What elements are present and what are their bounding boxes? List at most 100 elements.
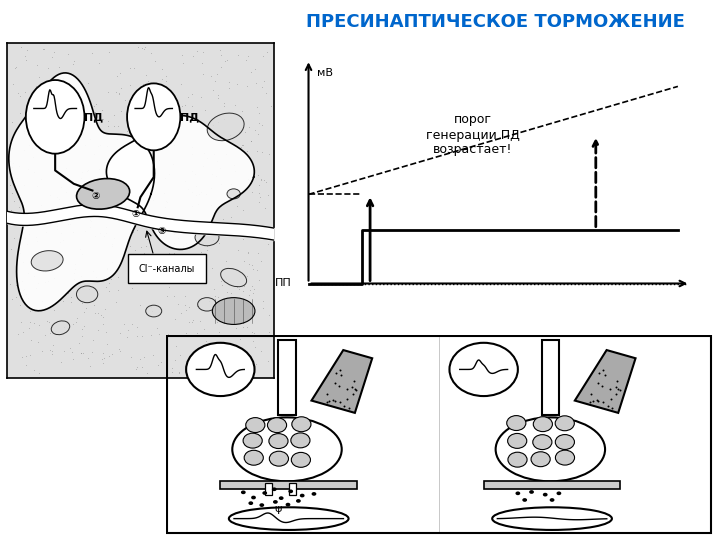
Polygon shape xyxy=(107,116,254,249)
Point xyxy=(193,190,204,198)
Point xyxy=(55,183,67,191)
Point xyxy=(247,187,258,196)
Point xyxy=(258,176,270,185)
Point xyxy=(211,157,222,165)
Point xyxy=(232,355,243,364)
Point xyxy=(6,245,17,254)
Point xyxy=(46,218,58,226)
Point xyxy=(53,195,65,204)
Point xyxy=(55,358,67,367)
Circle shape xyxy=(543,493,548,496)
Point xyxy=(235,143,247,151)
Point xyxy=(37,44,49,53)
Point xyxy=(43,153,55,161)
Point xyxy=(53,63,65,71)
Point xyxy=(207,264,218,273)
Point xyxy=(118,171,130,180)
Point xyxy=(118,191,130,200)
Point xyxy=(143,84,155,93)
Point xyxy=(196,93,207,102)
Point xyxy=(187,316,199,325)
Point xyxy=(140,242,152,251)
Point xyxy=(90,100,102,109)
Point xyxy=(103,286,114,295)
Point xyxy=(212,292,224,301)
Text: ②: ② xyxy=(91,191,99,200)
Point xyxy=(35,122,46,131)
Point xyxy=(22,45,33,54)
Point xyxy=(234,335,246,343)
Point xyxy=(182,252,194,261)
Point xyxy=(156,357,167,366)
Point xyxy=(192,296,203,305)
Point xyxy=(77,130,89,138)
Point xyxy=(343,404,354,413)
Point xyxy=(17,286,29,295)
Point xyxy=(135,117,147,125)
Point xyxy=(74,245,86,253)
Circle shape xyxy=(300,494,305,497)
Point xyxy=(231,282,243,291)
Point xyxy=(76,109,88,118)
Point xyxy=(614,386,626,394)
Point xyxy=(137,79,148,88)
Text: Cl⁻-каналы: Cl⁻-каналы xyxy=(139,264,195,274)
Point xyxy=(70,73,81,82)
Circle shape xyxy=(248,501,253,505)
Point xyxy=(86,348,98,356)
Point xyxy=(220,150,232,158)
Point xyxy=(6,188,18,197)
Point xyxy=(251,78,262,87)
Point xyxy=(35,200,47,209)
Circle shape xyxy=(251,496,256,500)
Point xyxy=(220,314,232,322)
Point xyxy=(125,142,137,151)
Point xyxy=(238,256,249,265)
Point xyxy=(40,228,51,237)
Point xyxy=(347,390,359,399)
Point xyxy=(96,105,108,114)
Point xyxy=(247,265,258,273)
Point xyxy=(230,324,242,333)
Point xyxy=(186,167,198,176)
Point xyxy=(127,228,139,237)
Point xyxy=(112,183,124,192)
Point xyxy=(78,322,89,330)
Point xyxy=(252,130,264,138)
Ellipse shape xyxy=(76,179,130,209)
Point xyxy=(76,117,87,125)
Point xyxy=(119,320,130,328)
Point xyxy=(145,48,157,57)
Point xyxy=(102,88,113,97)
Point xyxy=(85,216,96,225)
Point xyxy=(127,198,138,206)
Point xyxy=(21,290,32,299)
Point xyxy=(84,223,96,232)
Point xyxy=(110,88,122,97)
Point xyxy=(238,305,249,313)
Point xyxy=(242,272,253,280)
Point xyxy=(24,307,36,315)
Ellipse shape xyxy=(212,298,255,325)
Point xyxy=(71,318,82,326)
Point xyxy=(230,101,241,110)
Point xyxy=(99,165,110,173)
Point xyxy=(81,166,92,175)
Point xyxy=(255,176,266,184)
Point xyxy=(91,199,102,207)
Point xyxy=(124,196,135,205)
Point xyxy=(43,318,55,326)
Point xyxy=(85,134,96,143)
Point xyxy=(24,318,35,326)
Point xyxy=(253,171,264,179)
Bar xyxy=(265,483,272,495)
Text: ПП: ПП xyxy=(275,279,292,288)
Point xyxy=(38,136,50,144)
Point xyxy=(247,337,258,346)
Point xyxy=(186,318,198,326)
Point xyxy=(55,228,66,237)
Point xyxy=(10,292,22,301)
Point xyxy=(215,51,226,59)
Text: ①: ① xyxy=(131,209,139,219)
Point xyxy=(207,236,219,245)
